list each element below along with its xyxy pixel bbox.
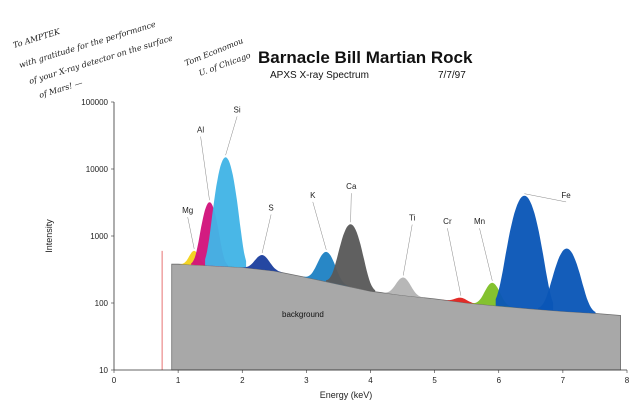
x-tick-label: 3 (304, 376, 309, 385)
element-label-mn: Mn (474, 217, 485, 226)
leader-line-s (261, 214, 272, 254)
element-label-mg: Mg (182, 206, 193, 215)
leader-line-ti (402, 224, 413, 276)
x-tick-label: 5 (432, 376, 437, 385)
leader-line-si (225, 116, 238, 156)
peak-cr-7 (442, 297, 480, 305)
y-tick-label: 100000 (81, 98, 108, 107)
y-tick-label: 100 (95, 299, 109, 308)
x-axis-label: Energy (keV) (320, 390, 373, 400)
element-label-ti: Ti (409, 214, 416, 223)
leader-line-al (200, 136, 210, 201)
x-tick-label: 1 (176, 376, 181, 385)
leader-line-fe (524, 193, 567, 203)
element-label-al: Al (197, 126, 204, 135)
chart-date: 7/7/97 (438, 70, 466, 81)
handwritten-inscription: To AMPTEK with gratitude for the perform… (12, 20, 252, 100)
background-label: background (282, 310, 324, 319)
leader-line-mn (479, 228, 493, 281)
y-tick-label: 10 (99, 366, 108, 375)
y-axis-label: Intensity (44, 219, 54, 253)
x-tick-label: 2 (240, 376, 245, 385)
x-tick-label: 6 (497, 376, 502, 385)
leader-line-k (312, 201, 327, 250)
leader-line-cr (447, 228, 462, 296)
chart-title: Barnacle Bill Martian Rock (258, 48, 473, 67)
element-label-fe: Fe (561, 191, 571, 200)
x-tick-label: 8 (625, 376, 630, 385)
peak-areas-layer (179, 157, 596, 314)
x-tick-label: 4 (368, 376, 373, 385)
axes: 0 1 2 3 4 5 6 7 8 10 100 1000 10000 100000 (81, 98, 629, 385)
peak-ca-5 (326, 224, 376, 292)
element-label-si: Si (234, 105, 241, 114)
element-label-cr: Cr (443, 217, 452, 226)
peak-fe-10 (538, 248, 596, 314)
leader-line-ca (350, 193, 352, 223)
peak-si-2 (205, 157, 247, 268)
peak-s-3 (241, 255, 283, 273)
element-label-s: S (268, 204, 273, 213)
x-tick-label: 0 (112, 376, 117, 385)
x-tick-label: 7 (561, 376, 566, 385)
chart-subtitle: APXS X-ray Spectrum (270, 70, 369, 81)
element-label-k: K (310, 191, 316, 200)
peak-fe-9 (495, 195, 554, 311)
inscription-line-1: To AMPTEK (12, 27, 62, 50)
y-tick-label: 10000 (86, 165, 109, 174)
element-labels: Mg Al Si S K Ca Ti Cr Mn Fe (182, 105, 571, 226)
peak-ti-6 (382, 277, 424, 298)
label-leader-lines (187, 116, 567, 296)
y-tick-label: 1000 (90, 232, 108, 241)
leader-line-mg (187, 217, 195, 249)
element-label-ca: Ca (346, 182, 357, 191)
